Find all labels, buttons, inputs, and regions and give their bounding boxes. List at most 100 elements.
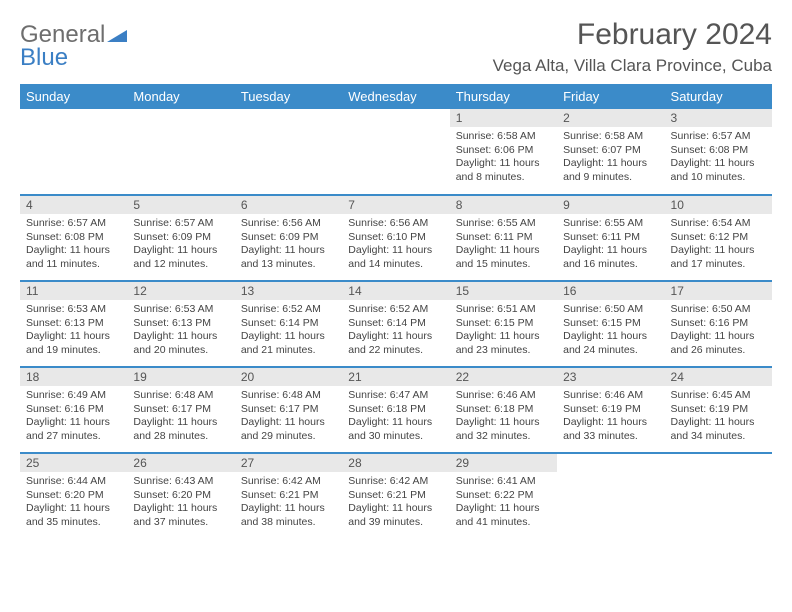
- sunset-line: Sunset: 6:19 PM: [671, 403, 766, 417]
- day-number: 20: [235, 368, 342, 386]
- sunrise-line: Sunrise: 6:43 AM: [133, 475, 228, 489]
- day-number: 7: [342, 196, 449, 214]
- sunrise-line: Sunrise: 6:44 AM: [26, 475, 121, 489]
- sunset-line-label: Sunset:: [133, 231, 169, 243]
- sunset-line-label: Sunset:: [456, 403, 492, 415]
- sunset-line-label: Sunset:: [133, 317, 169, 329]
- daylight-line-label: Daylight:: [241, 330, 282, 342]
- daylight-line: Daylight: 11 hours and 12 minutes.: [133, 244, 228, 271]
- day-details: Sunrise: 6:57 AMSunset: 6:08 PMDaylight:…: [665, 127, 772, 189]
- sunrise-line-value: 6:54 AM: [712, 217, 751, 229]
- sunset-line-value: 6:17 PM: [279, 403, 318, 415]
- sunrise-line-value: 6:56 AM: [390, 217, 429, 229]
- sunrise-line-label: Sunrise:: [456, 217, 495, 229]
- sunrise-line-label: Sunrise:: [348, 475, 387, 487]
- sunrise-line: Sunrise: 6:42 AM: [348, 475, 443, 489]
- sunset-line-value: 6:11 PM: [494, 231, 532, 243]
- sunset-line: Sunset: 6:15 PM: [563, 317, 658, 331]
- day-number: 4: [20, 196, 127, 214]
- sunset-line: Sunset: 6:17 PM: [133, 403, 228, 417]
- sunrise-line-label: Sunrise:: [563, 217, 602, 229]
- sunset-line-label: Sunset:: [133, 403, 169, 415]
- sunset-line-value: 6:14 PM: [387, 317, 426, 329]
- sunset-line: Sunset: 6:08 PM: [671, 144, 766, 158]
- sunrise-line: Sunrise: 6:56 AM: [348, 217, 443, 231]
- sunrise-line: Sunrise: 6:52 AM: [241, 303, 336, 317]
- sunset-line-label: Sunset:: [671, 317, 707, 329]
- day-details: Sunrise: 6:52 AMSunset: 6:14 PMDaylight:…: [342, 300, 449, 362]
- sunrise-line-label: Sunrise:: [563, 303, 602, 315]
- sunrise-line: Sunrise: 6:57 AM: [133, 217, 228, 231]
- sunset-line: Sunset: 6:17 PM: [241, 403, 336, 417]
- day-number: 2: [557, 109, 664, 127]
- daylight-line: Daylight: 11 hours and 15 minutes.: [456, 244, 551, 271]
- sunset-line-value: 6:10 PM: [387, 231, 426, 243]
- sunrise-line: Sunrise: 6:57 AM: [671, 130, 766, 144]
- day-details: Sunrise: 6:46 AMSunset: 6:18 PMDaylight:…: [450, 386, 557, 448]
- sunrise-line-value: 6:49 AM: [67, 389, 106, 401]
- sunset-line-label: Sunset:: [241, 317, 277, 329]
- sunset-line-value: 6:15 PM: [602, 317, 641, 329]
- day-details: Sunrise: 6:47 AMSunset: 6:18 PMDaylight:…: [342, 386, 449, 448]
- daylight-line-label: Daylight:: [563, 330, 604, 342]
- day-number: 15: [450, 282, 557, 300]
- daylight-line: Daylight: 11 hours and 27 minutes.: [26, 416, 121, 443]
- calendar-body: ........1Sunrise: 6:58 AMSunset: 6:06 PM…: [20, 109, 772, 539]
- calendar-header-row: SundayMondayTuesdayWednesdayThursdayFrid…: [20, 84, 772, 109]
- daylight-line-label: Daylight:: [348, 502, 389, 514]
- sunrise-line-label: Sunrise:: [671, 130, 710, 142]
- sunset-line-label: Sunset:: [26, 489, 62, 501]
- sunset-line-label: Sunset:: [348, 489, 384, 501]
- sunset-line-label: Sunset:: [456, 231, 492, 243]
- sunrise-line-value: 6:51 AM: [497, 303, 536, 315]
- daylight-line-label: Daylight:: [563, 244, 604, 256]
- sunrise-line-label: Sunrise:: [133, 389, 172, 401]
- daylight-line: Daylight: 11 hours and 19 minutes.: [26, 330, 121, 357]
- sunrise-line: Sunrise: 6:41 AM: [456, 475, 551, 489]
- sunrise-line: Sunrise: 6:56 AM: [241, 217, 336, 231]
- calendar-day-cell: 22Sunrise: 6:46 AMSunset: 6:18 PMDayligh…: [450, 367, 557, 453]
- sunset-line-value: 6:18 PM: [387, 403, 426, 415]
- calendar-day-cell: 23Sunrise: 6:46 AMSunset: 6:19 PMDayligh…: [557, 367, 664, 453]
- sunset-line: Sunset: 6:19 PM: [563, 403, 658, 417]
- daylight-line: Daylight: 11 hours and 41 minutes.: [456, 502, 551, 529]
- sunrise-line-label: Sunrise:: [26, 217, 65, 229]
- sunrise-line-label: Sunrise:: [26, 389, 65, 401]
- day-details: Sunrise: 6:45 AMSunset: 6:19 PMDaylight:…: [665, 386, 772, 448]
- sunrise-line-label: Sunrise:: [671, 217, 710, 229]
- sunset-line-label: Sunset:: [26, 403, 62, 415]
- calendar-week-row: 18Sunrise: 6:49 AMSunset: 6:16 PMDayligh…: [20, 367, 772, 453]
- daylight-line-label: Daylight:: [348, 244, 389, 256]
- daylight-line-label: Daylight:: [563, 157, 604, 169]
- weekday-header: Thursday: [450, 84, 557, 109]
- day-number: 29: [450, 454, 557, 472]
- day-number: 24: [665, 368, 772, 386]
- sunset-line: Sunset: 6:11 PM: [563, 231, 658, 245]
- sunrise-line-value: 6:57 AM: [712, 130, 751, 142]
- day-number: 13: [235, 282, 342, 300]
- day-number: 21: [342, 368, 449, 386]
- calendar-day-cell: ..: [557, 453, 664, 539]
- calendar-day-cell: 8Sunrise: 6:55 AMSunset: 6:11 PMDaylight…: [450, 195, 557, 281]
- calendar-day-cell: 5Sunrise: 6:57 AMSunset: 6:09 PMDaylight…: [127, 195, 234, 281]
- sunrise-line: Sunrise: 6:57 AM: [26, 217, 121, 231]
- sunrise-line-label: Sunrise:: [563, 389, 602, 401]
- day-details: Sunrise: 6:58 AMSunset: 6:06 PMDaylight:…: [450, 127, 557, 189]
- sunset-line: Sunset: 6:13 PM: [133, 317, 228, 331]
- sunset-line: Sunset: 6:09 PM: [133, 231, 228, 245]
- calendar-day-cell: 24Sunrise: 6:45 AMSunset: 6:19 PMDayligh…: [665, 367, 772, 453]
- sunrise-line: Sunrise: 6:49 AM: [26, 389, 121, 403]
- sunset-line: Sunset: 6:09 PM: [241, 231, 336, 245]
- calendar-day-cell: 14Sunrise: 6:52 AMSunset: 6:14 PMDayligh…: [342, 281, 449, 367]
- sunrise-line: Sunrise: 6:54 AM: [671, 217, 766, 231]
- calendar-day-cell: 12Sunrise: 6:53 AMSunset: 6:13 PMDayligh…: [127, 281, 234, 367]
- day-number: 11: [20, 282, 127, 300]
- calendar-table: SundayMondayTuesdayWednesdayThursdayFrid…: [20, 84, 772, 539]
- weekday-header: Tuesday: [235, 84, 342, 109]
- day-details: Sunrise: 6:50 AMSunset: 6:15 PMDaylight:…: [557, 300, 664, 362]
- calendar-week-row: 25Sunrise: 6:44 AMSunset: 6:20 PMDayligh…: [20, 453, 772, 539]
- sunset-line: Sunset: 6:20 PM: [133, 489, 228, 503]
- day-details: Sunrise: 6:57 AMSunset: 6:08 PMDaylight:…: [20, 214, 127, 276]
- sunrise-line-value: 6:45 AM: [712, 389, 751, 401]
- calendar-day-cell: 11Sunrise: 6:53 AMSunset: 6:13 PMDayligh…: [20, 281, 127, 367]
